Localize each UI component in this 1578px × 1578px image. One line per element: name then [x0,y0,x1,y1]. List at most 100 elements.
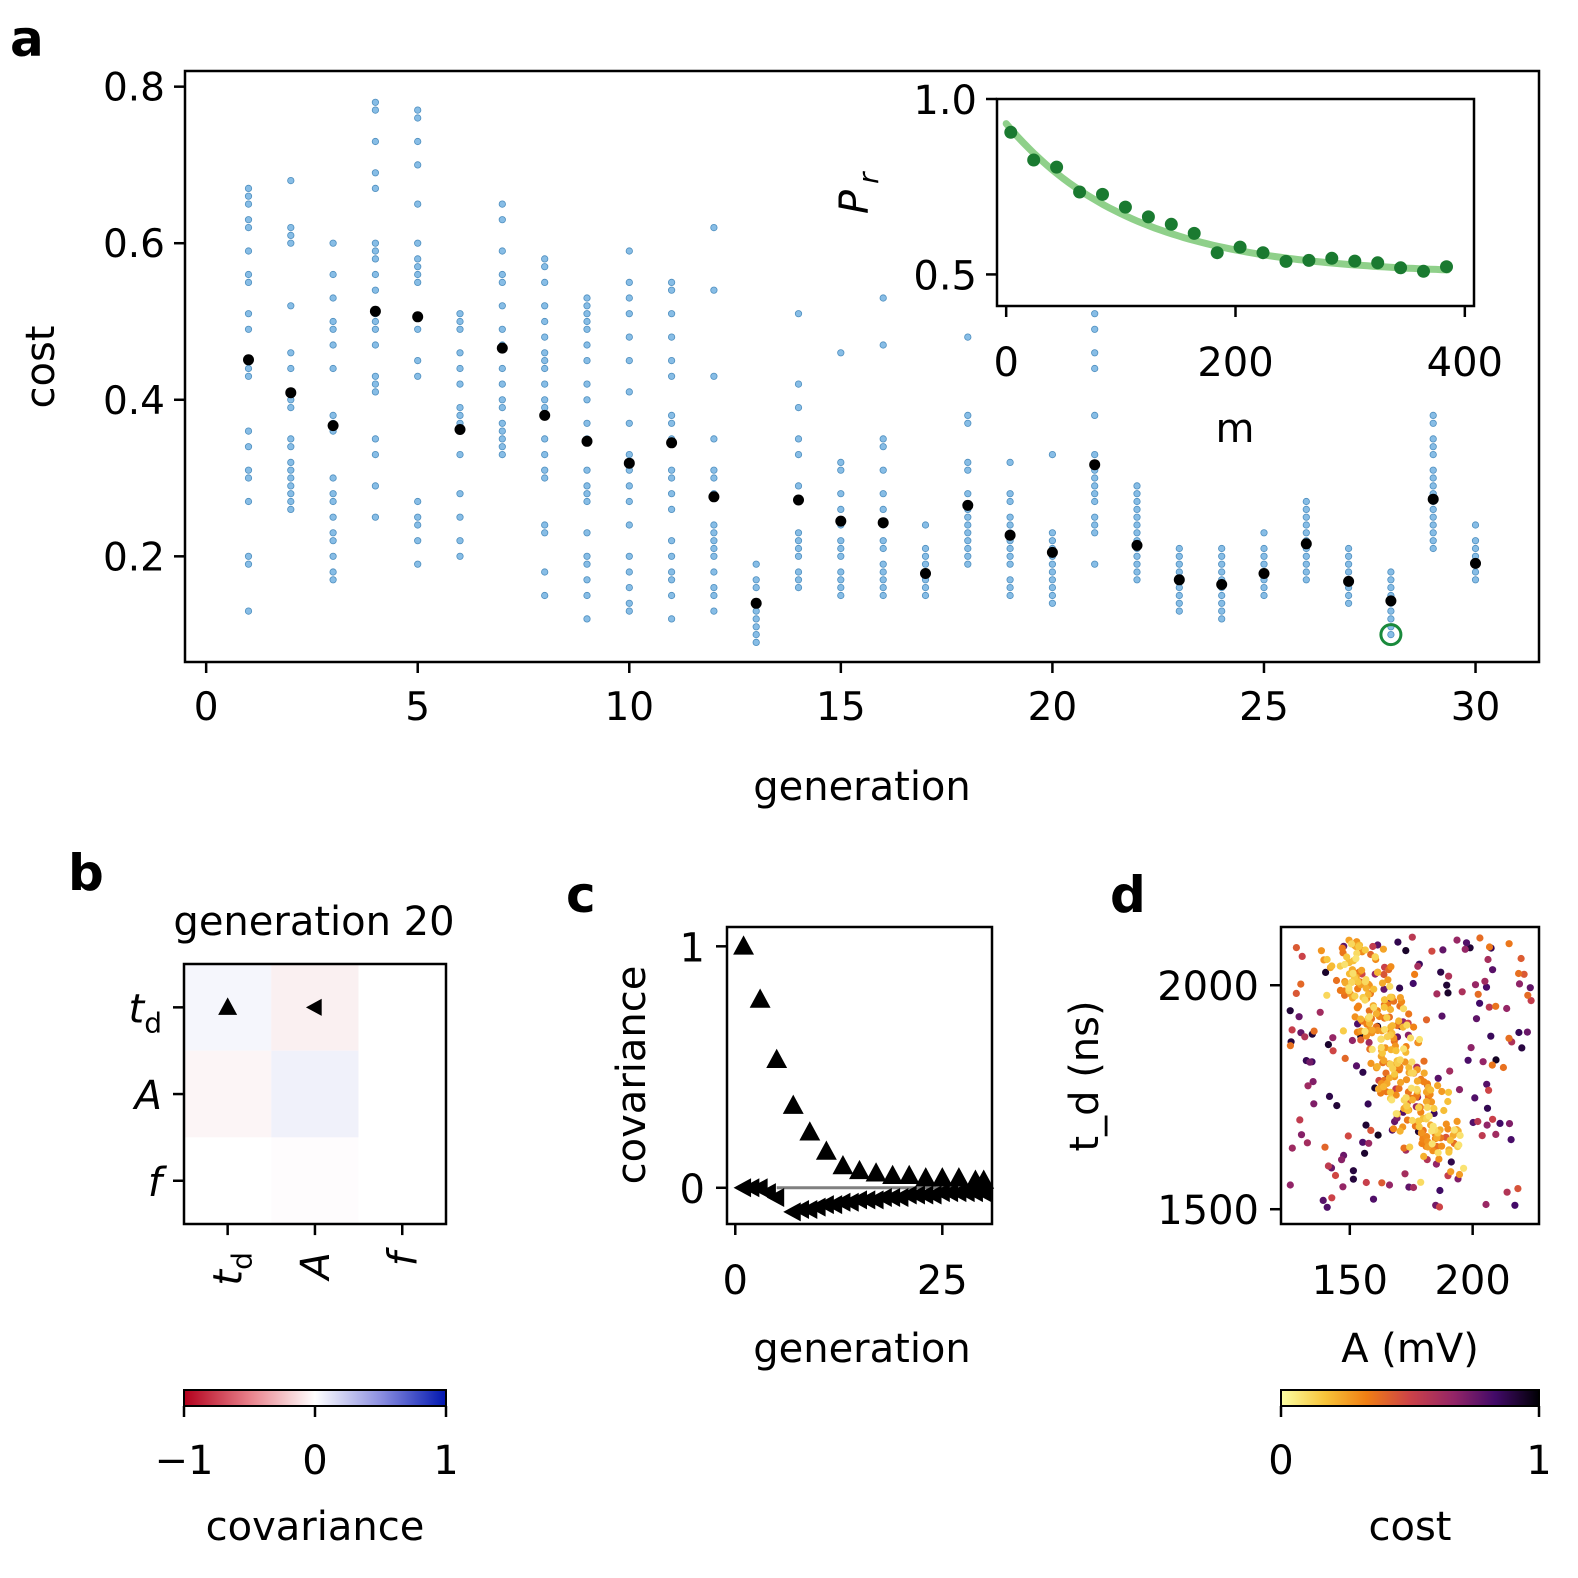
sample-point [625,450,633,459]
panel-b-title: generation 20 [173,899,454,945]
sample-point [625,521,633,529]
sample-point [498,270,506,279]
sample-point [329,513,337,521]
sample-point [244,466,253,474]
sample-point [1218,599,1226,607]
sample-point [583,380,591,388]
sample-point [710,474,718,482]
sample-point [667,490,676,498]
sample-point [371,482,379,490]
scatter-point [1357,1015,1365,1023]
scatter-point [1365,1013,1374,1021]
sample-point [244,607,253,615]
sample-point [710,286,718,294]
panel-a-inset: 0 200 400 0.5 1.0 m P r [832,78,1503,452]
sample-point [371,388,379,396]
sample-point [329,576,337,584]
sample-point [414,200,422,208]
sample-point [583,497,591,506]
colorbar-tick-label: 1 [1526,1438,1551,1484]
scatter-point [1328,1194,1336,1202]
sample-point [498,302,506,310]
sample-point [244,270,253,279]
scatter-point [1378,1049,1386,1057]
sample-point [1471,537,1480,545]
scatter-point [1395,1017,1403,1025]
sample-point [1091,560,1099,568]
scatter-point [1380,970,1388,979]
scatter-point [1317,947,1325,955]
scatter-point [1420,1057,1428,1065]
scatter-point [1444,989,1452,997]
scatter-point [1425,1112,1433,1120]
sample-point [879,505,887,513]
scatter-point [1383,1033,1391,1041]
sample-point [710,583,718,592]
scatter-point [1503,1004,1511,1013]
scatter-point [1401,1170,1409,1178]
x-tick-label: 10 [604,685,654,730]
scatter-point [1358,966,1366,974]
scatter-point [1380,1083,1388,1091]
scatter-point [1487,1032,1495,1040]
sample-point [667,591,676,600]
scatter-point [1492,1002,1500,1010]
panel-a-x-label: generation [753,764,971,810]
mean-point [920,568,931,579]
panel-c-x-ticks: 0 25 [723,1224,968,1304]
x-tick-label: 15 [816,685,866,730]
scatter-point [1456,1131,1464,1139]
sample-point [583,302,591,310]
sample-point [1006,591,1014,600]
scatter-point [1380,996,1389,1004]
sample-point [1302,552,1310,560]
y-tick-label: 0.8 [103,66,165,111]
sample-point [710,224,718,232]
inset-point [1302,253,1316,267]
row-label: A [132,1073,162,1119]
scatter-point [1442,1120,1450,1128]
scatter-point [1324,1041,1332,1049]
sample-point [794,403,803,412]
sample-point [287,364,295,373]
sample-point [1218,568,1226,576]
scatter-point [1492,1130,1500,1138]
sample-point [964,333,972,341]
scatter-point [1341,979,1349,987]
scatter-point [1507,1136,1515,1144]
scatter-point [1514,1185,1522,1193]
scatter-point [1380,1003,1388,1011]
panel-b-colorbar-ticks: −1 0 1 [155,1406,459,1484]
sample-point [287,482,295,490]
scatter-point [1408,933,1416,941]
scatter-point [1316,1008,1324,1016]
scatter-point [1371,953,1379,961]
inset-point [1371,256,1385,270]
sample-point [794,537,803,545]
scatter-point [1379,945,1387,953]
sample-point [625,310,633,318]
variance-marker [865,1162,887,1182]
sample-point [710,529,718,537]
sample-point [667,333,676,341]
sample-point [456,513,464,521]
inset-point [1027,153,1041,167]
variance-marker [766,1048,788,1069]
sample-point [414,106,422,114]
sample-point [964,544,972,553]
scatter-point [1362,1121,1370,1129]
sample-point [329,364,337,373]
sample-point [667,286,676,294]
sample-point [329,294,337,302]
scatter-point [1445,972,1453,980]
scatter-point [1422,1016,1431,1024]
sample-point [1302,513,1310,521]
sample-point [1175,544,1183,553]
scatter-point [1351,992,1359,1000]
mean-point [581,435,593,447]
scatter-point [1430,1104,1438,1113]
sample-point [667,419,676,427]
sample-point [1302,529,1310,537]
sample-point [964,411,972,419]
best-point-ring [1379,623,1403,647]
